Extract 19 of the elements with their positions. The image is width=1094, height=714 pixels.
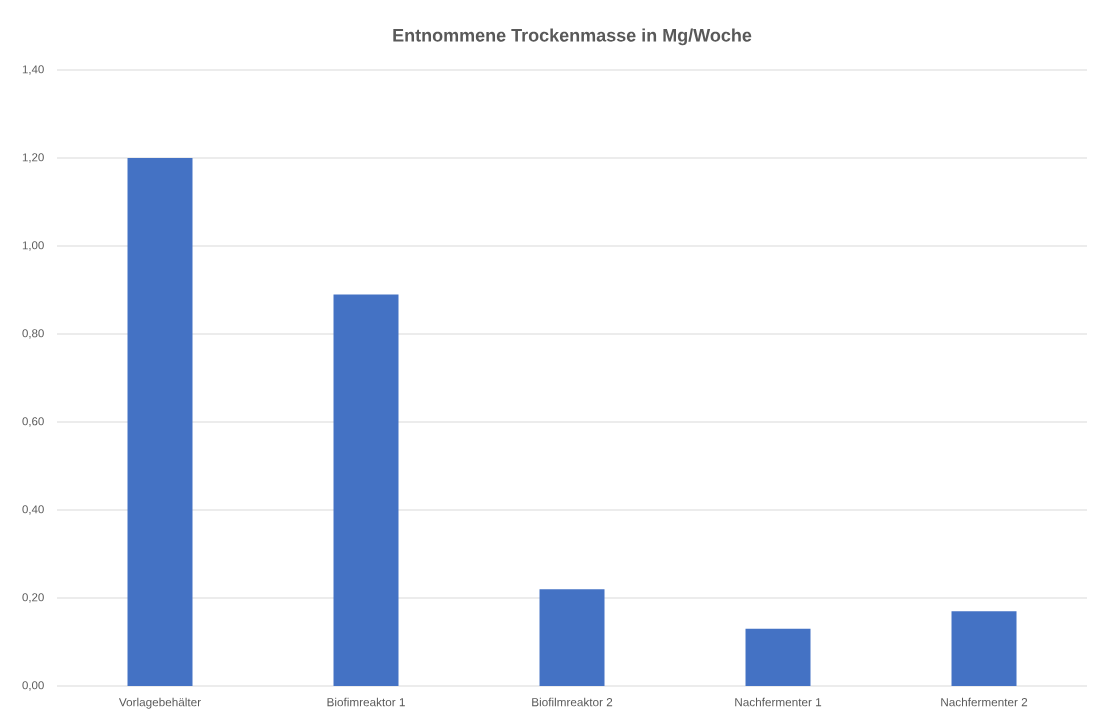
bar — [951, 611, 1017, 686]
x-tick-label: Nachfermenter 2 — [941, 697, 1028, 707]
x-tick-label: Biofimreaktor 1 — [327, 697, 405, 707]
chart-title: Entnommene Trockenmasse in Mg/Woche — [393, 28, 752, 46]
x-tick-label: Vorlagebehälter — [118, 697, 201, 709]
x-tick-label: Nachfermenter 1 — [735, 697, 822, 707]
bar — [745, 628, 811, 686]
y-tick-label: 0,00 — [22, 681, 44, 691]
y-tick-label: 0,60 — [22, 417, 44, 427]
y-tick-label: 1,00 — [22, 241, 44, 251]
y-tick-label: 1,40 — [22, 65, 44, 75]
y-tick-label: 0,40 — [22, 505, 44, 515]
bar — [539, 589, 605, 686]
bar — [333, 294, 399, 686]
y-tick-label: 1,20 — [22, 153, 44, 163]
y-tick-label: 0,80 — [22, 329, 44, 339]
y-tick-label: 0,20 — [22, 593, 44, 603]
bar — [127, 158, 193, 686]
x-tick-label: Biofilmreaktor 2 — [532, 697, 613, 707]
